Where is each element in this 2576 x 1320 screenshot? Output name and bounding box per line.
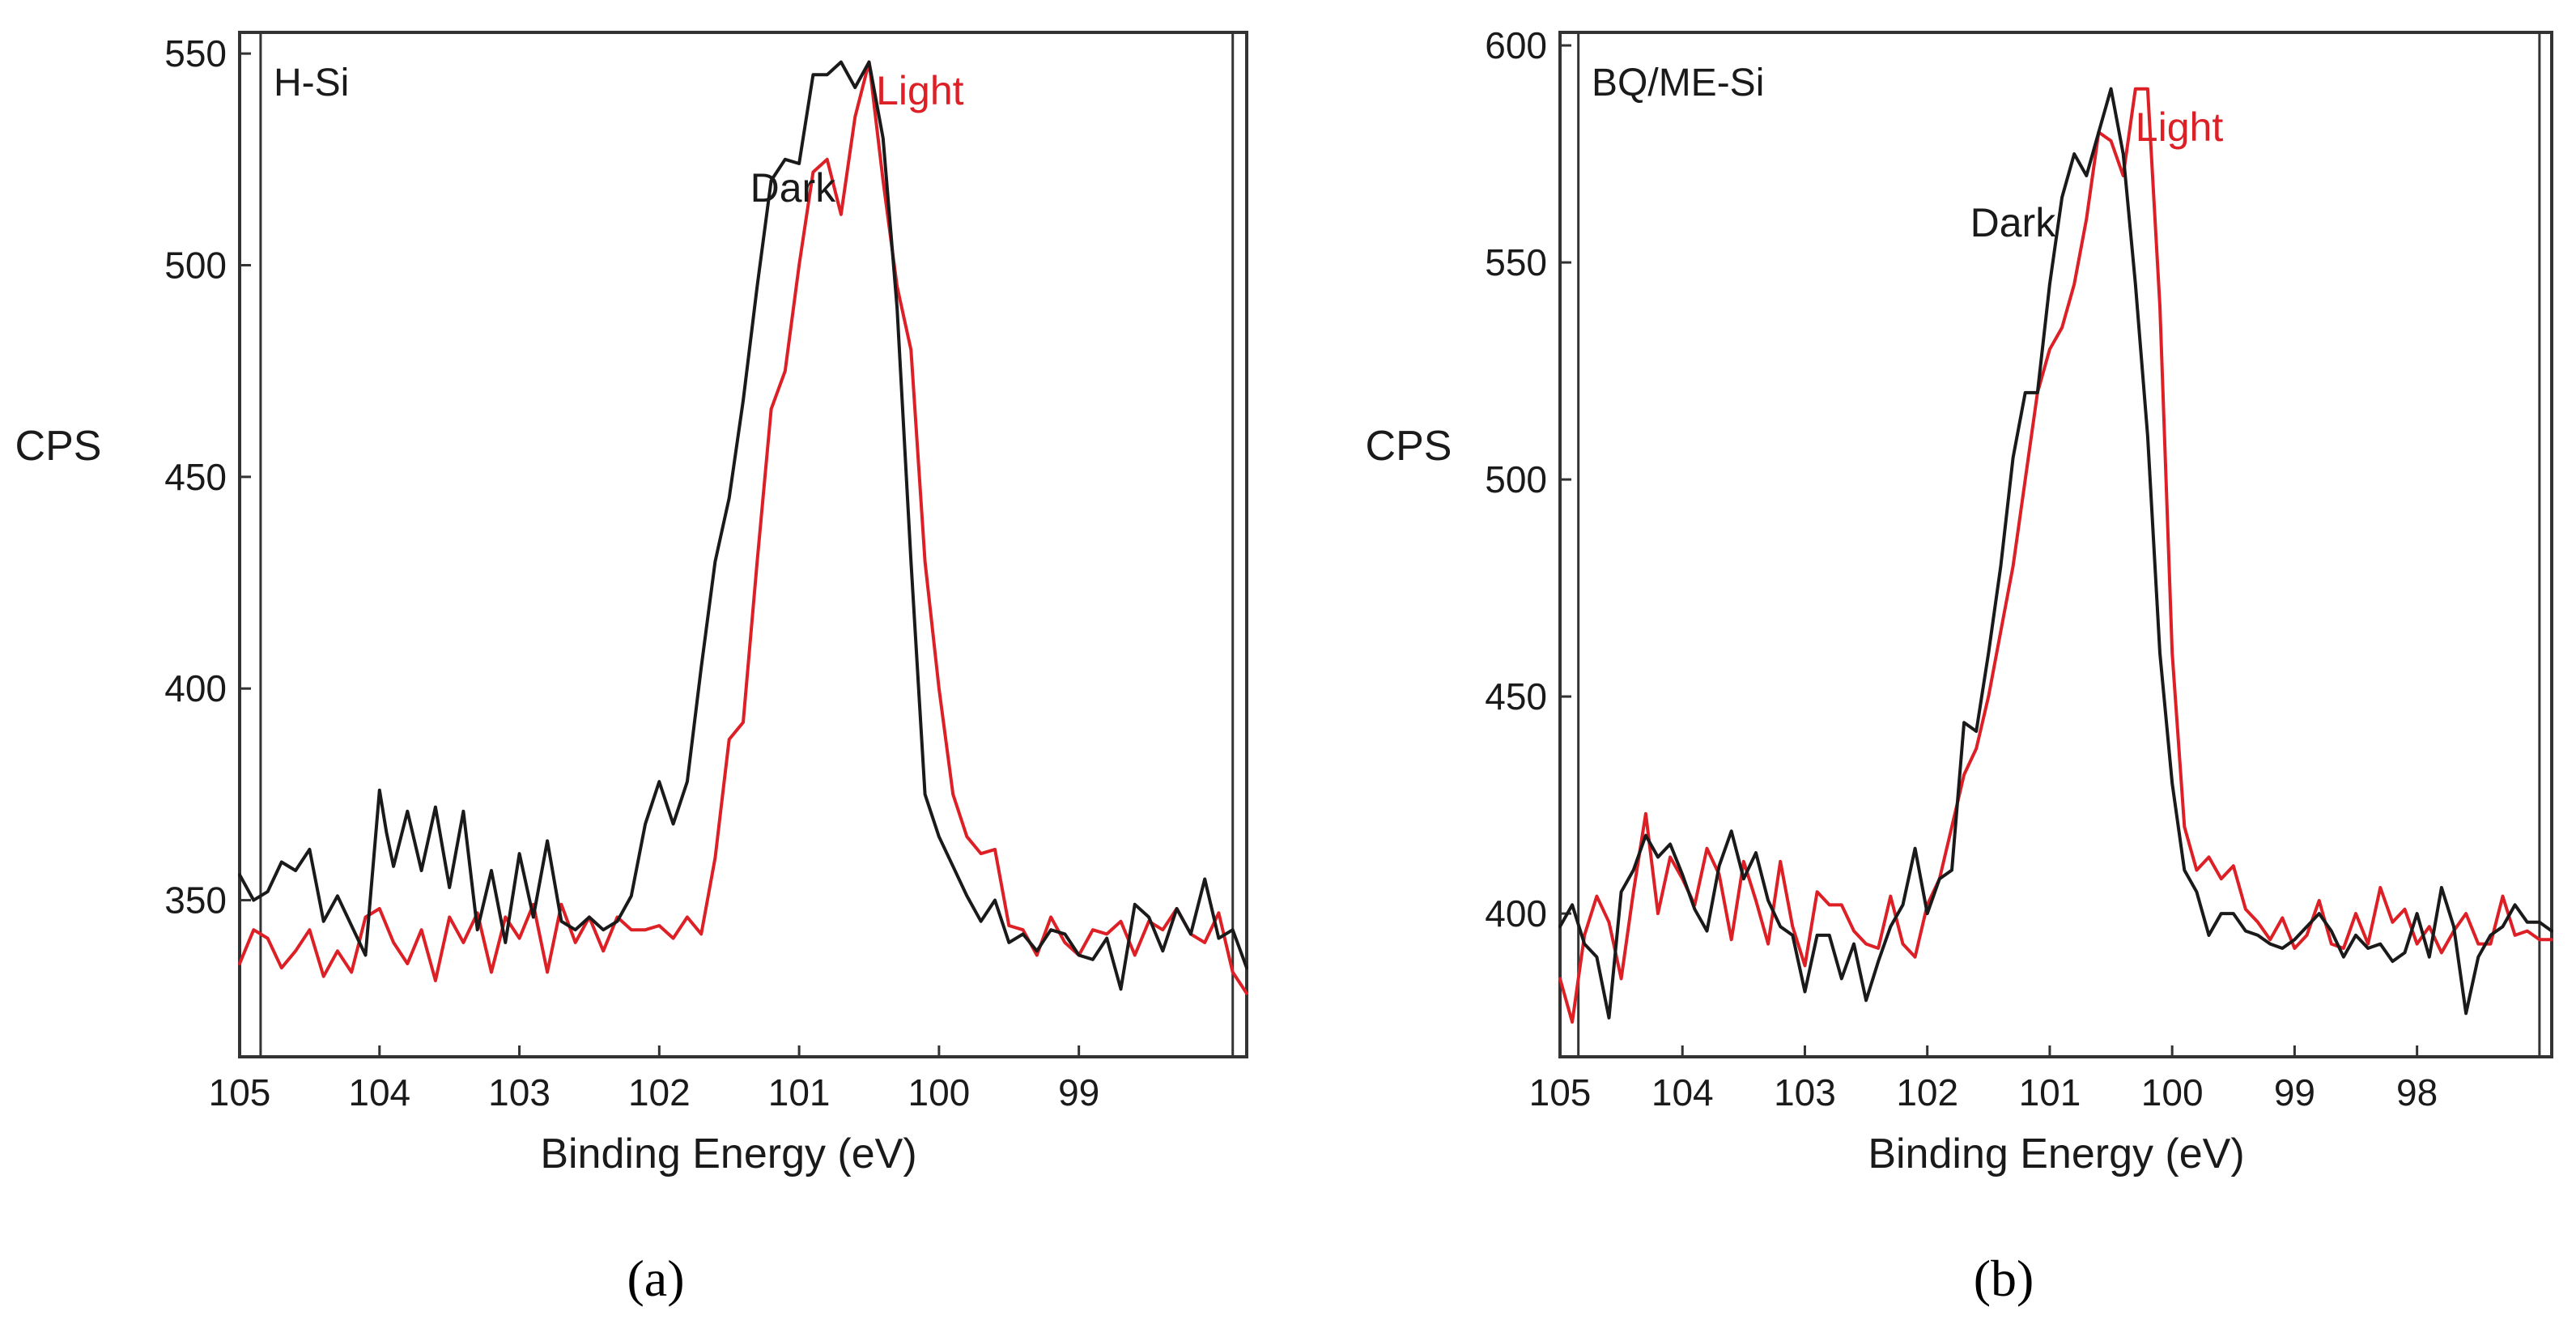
x-tick-label: 98: [2396, 1071, 2438, 1113]
y-tick-label: 450: [1485, 675, 1547, 717]
series-label-light: Light: [876, 68, 964, 113]
series-label-dark: Dark: [750, 165, 837, 211]
x-tick-label: 104: [1651, 1071, 1714, 1113]
x-ticks-a: 105 104 103 102 101 100 99: [209, 1045, 1099, 1113]
annotations-a: Dark Light: [750, 68, 964, 211]
panel-caption-a: (a): [627, 1250, 684, 1307]
x-tick-label: 99: [1058, 1071, 1099, 1113]
x-tick-label: 99: [2274, 1071, 2315, 1113]
y-axis-title-b: CPS: [1366, 423, 1452, 470]
x-tick-label: 102: [1896, 1071, 1958, 1113]
y-tick-label: 550: [164, 32, 227, 75]
y-tick-label: 450: [164, 456, 227, 498]
x-ticks-b: 105 104 103 102 101 100 99 98: [1529, 1045, 2438, 1113]
plot-frame-b: [1558, 31, 2553, 1058]
series-line-light: [1558, 87, 2553, 1024]
series-line-dark: [238, 60, 1248, 991]
series-layer-a: [238, 60, 1248, 995]
x-tick-label: 104: [348, 1071, 410, 1113]
y-tick-label: 400: [1485, 892, 1547, 935]
series-line-dark: [1558, 87, 2553, 1020]
y-ticks-a: 350 400 450 500 550: [164, 32, 251, 922]
x-tick-label: 103: [1774, 1071, 1836, 1113]
plot-frame-a: [238, 31, 1248, 1058]
panel-title-b: BQ/ME-Si: [1592, 62, 1764, 104]
x-tick-label: 105: [209, 1071, 271, 1113]
x-axis-title-b: Binding Energy (eV): [1868, 1131, 2244, 1177]
series-label-light: Light: [2136, 104, 2224, 150]
series-layer-b: [1558, 87, 2553, 1024]
panel-title-a: H-Si: [274, 62, 349, 104]
x-tick-label: 100: [908, 1071, 971, 1113]
panel-b: 105 104 103 102 101 100 99 98 400 450 500 550 600 B…: [1366, 24, 2553, 1307]
y-tick-label: 600: [1485, 24, 1547, 66]
y-ticks-b: 400 450 500 550 600: [1485, 24, 1571, 935]
y-tick-label: 550: [1485, 241, 1547, 283]
y-tick-label: 500: [1485, 458, 1547, 500]
x-tick-label: 103: [488, 1071, 550, 1113]
panel-a: 105 104 103 102 101 100 99 350 400 450 500 550 H-S…: [15, 31, 1248, 1307]
panel-caption-b: (b): [1974, 1250, 2034, 1307]
x-axis-title-a: Binding Energy (eV): [540, 1131, 916, 1177]
x-tick-label: 101: [768, 1071, 831, 1113]
y-axis-title-a: CPS: [15, 423, 102, 470]
x-tick-label: 100: [2141, 1071, 2204, 1113]
y-tick-label: 350: [164, 879, 227, 922]
y-tick-label: 500: [164, 245, 227, 287]
x-tick-label: 105: [1529, 1071, 1592, 1113]
annotations-b: Dark Light: [1970, 104, 2224, 245]
x-tick-label: 101: [2019, 1071, 2081, 1113]
series-label-dark: Dark: [1970, 200, 2057, 245]
y-tick-label: 400: [164, 667, 227, 709]
x-tick-label: 102: [628, 1071, 691, 1113]
